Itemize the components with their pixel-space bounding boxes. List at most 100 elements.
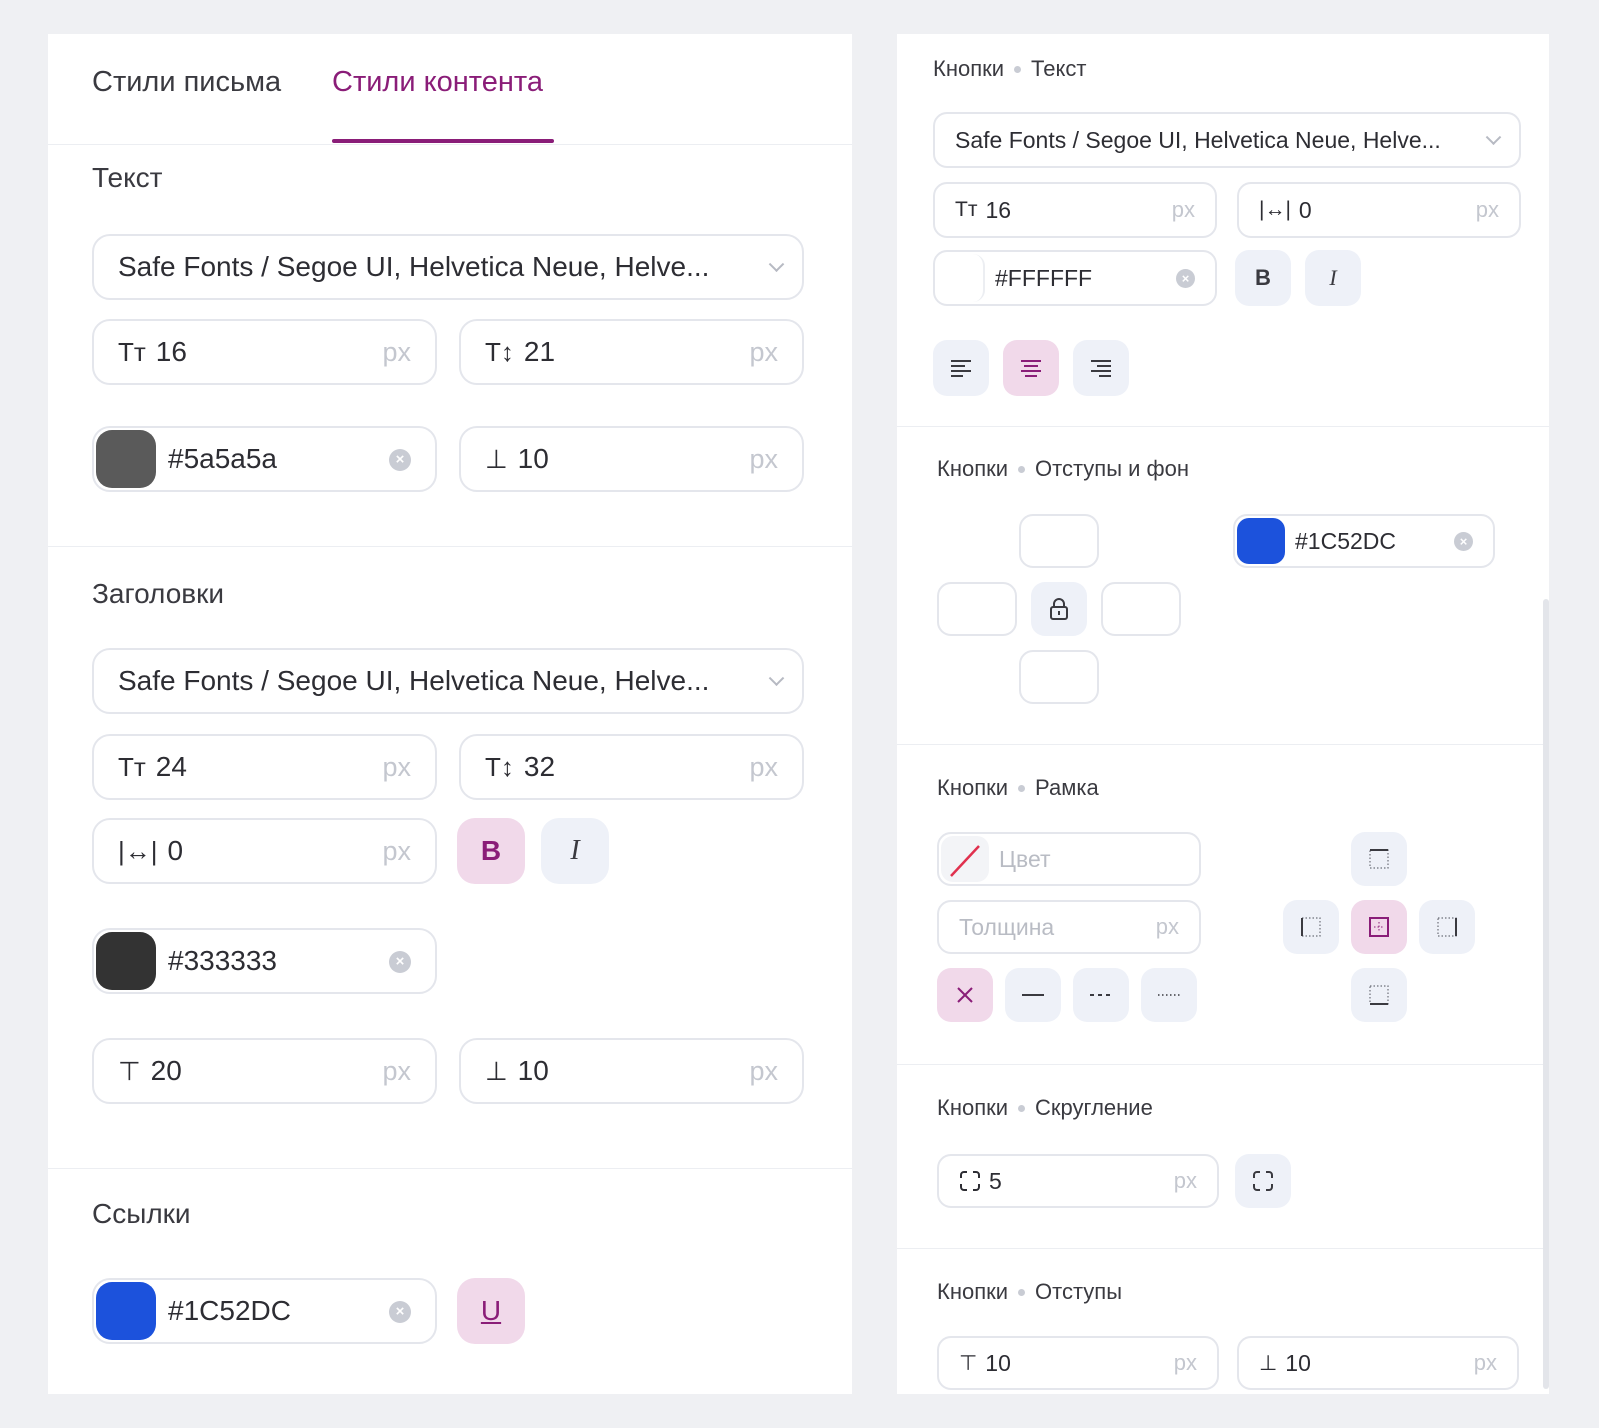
headings-margin-top-field[interactable]: ⊤ 20 px <box>92 1038 437 1104</box>
clear-icon[interactable]: × <box>1454 532 1473 551</box>
buttons-bg-color-field[interactable]: #1C52DC × <box>1233 514 1495 568</box>
buttons-bold-button[interactable]: B <box>1235 250 1291 306</box>
headings-bold-button[interactable]: B <box>457 818 525 884</box>
breadcrumb-parent: Кнопки <box>937 456 1009 481</box>
breadcrumb-separator <box>1018 784 1026 792</box>
buttons-bg-color-swatch[interactable] <box>1237 518 1285 564</box>
solid-line-icon <box>1022 994 1044 996</box>
align-right-button[interactable] <box>1073 340 1129 396</box>
headings-color-swatch[interactable] <box>96 932 156 990</box>
breadcrumb: Кнопки Отступы и фон <box>937 458 1189 480</box>
buttons-styles-panel: Кнопки Текст Safe Fonts / Segoe UI, Helv… <box>897 34 1549 1394</box>
clear-icon[interactable]: × <box>1176 269 1195 288</box>
clear-icon[interactable]: × <box>389 1301 411 1323</box>
breadcrumb-parent: Кнопки <box>937 1279 1009 1304</box>
scrollbar[interactable] <box>1543 599 1549 1389</box>
buttons-text-color-field[interactable]: #FFFFFF × <box>933 250 1217 306</box>
margin-top-icon: ⊤ <box>118 1055 141 1086</box>
headings-margin-bottom-field[interactable]: ⊥ 10 px <box>459 1038 804 1104</box>
breadcrumb-child: Текст <box>1031 56 1087 81</box>
padding-top-input[interactable] <box>1019 514 1099 568</box>
headings-line-height-field[interactable]: T↕ 32 px <box>459 734 804 800</box>
headings-letter-spacing-field[interactable]: |↔| 0 px <box>92 818 437 884</box>
breadcrumb-parent: Кнопки <box>937 1095 1009 1120</box>
border-side-top-button[interactable] <box>1351 832 1407 886</box>
align-center-button[interactable] <box>1003 340 1059 396</box>
links-underline-button[interactable]: U <box>457 1278 525 1344</box>
border-color-field[interactable]: Цвет <box>937 832 1201 886</box>
chevron-down-icon <box>768 256 785 273</box>
breadcrumb-parent: Кнопки <box>937 775 1009 800</box>
border-side-left-button[interactable] <box>1283 900 1339 954</box>
tab-letter-styles[interactable]: Стили письма <box>92 66 282 98</box>
border-color-placeholder: Цвет <box>999 845 1051 872</box>
unit-label: px <box>382 835 411 866</box>
border-all-icon <box>1369 917 1389 937</box>
buttons-margin-top-value: 10 <box>985 1349 1011 1376</box>
padding-right-input[interactable] <box>1101 582 1181 636</box>
breadcrumb: Кнопки Текст <box>933 58 1086 80</box>
padding-left-input[interactable] <box>937 582 1017 636</box>
buttons-font-value: Safe Fonts / Segoe UI, Helvetica Neue, H… <box>955 126 1441 153</box>
border-side-right-button[interactable] <box>1419 900 1475 954</box>
buttons-text-color-swatch[interactable] <box>937 254 985 302</box>
section-divider <box>897 1064 1549 1065</box>
unit-label: px <box>749 443 778 474</box>
border-top-icon <box>1369 849 1389 869</box>
breadcrumb: Кнопки Рамка <box>937 777 1099 799</box>
links-color-field[interactable]: #1C52DC × <box>92 1278 437 1344</box>
border-side-all-button[interactable] <box>1351 900 1407 954</box>
headings-font-value: Safe Fonts / Segoe UI, Helvetica Neue, H… <box>118 665 710 696</box>
border-style-none-button[interactable] <box>937 968 993 1022</box>
buttons-letter-spacing-field[interactable]: |↔| 0 px <box>1237 182 1521 238</box>
headings-font-select[interactable]: Safe Fonts / Segoe UI, Helvetica Neue, H… <box>92 648 804 714</box>
radius-individual-corners-button[interactable] <box>1235 1154 1291 1208</box>
align-left-button[interactable] <box>933 340 989 396</box>
text-line-height-value: 21 <box>523 336 556 367</box>
links-section-title: Ссылки <box>92 1198 191 1229</box>
section-divider <box>48 546 852 547</box>
border-side-bottom-button[interactable] <box>1351 968 1407 1022</box>
text-color-field[interactable]: #5a5a5a × <box>92 426 437 492</box>
border-style-dotted-button[interactable] <box>1141 968 1197 1022</box>
buttons-margin-top-field[interactable]: ⊤ 10 px <box>937 1336 1219 1390</box>
border-radius-field[interactable]: 5 px <box>937 1154 1219 1208</box>
margin-bottom-icon: ⊥ <box>1259 1351 1278 1375</box>
padding-lock-button[interactable] <box>1031 582 1087 636</box>
dashed-line-icon <box>1090 994 1112 996</box>
buttons-font-select[interactable]: Safe Fonts / Segoe UI, Helvetica Neue, H… <box>933 112 1521 168</box>
text-font-select[interactable]: Safe Fonts / Segoe UI, Helvetica Neue, H… <box>92 234 804 300</box>
headings-font-size-field[interactable]: Tт 24 px <box>92 734 437 800</box>
headings-section-title: Заголовки <box>92 578 225 609</box>
lock-icon <box>1050 598 1068 620</box>
section-divider <box>897 1248 1549 1249</box>
chevron-down-icon <box>1485 129 1502 146</box>
breadcrumb: Кнопки Отступы <box>937 1281 1122 1303</box>
border-width-field[interactable]: Толщина px <box>937 900 1201 954</box>
chevron-down-icon <box>768 670 785 687</box>
headings-italic-button[interactable]: I <box>541 818 609 884</box>
text-margin-bottom-field[interactable]: ⊥ 10 px <box>459 426 804 492</box>
text-font-size-field[interactable]: Tт 16 px <box>92 319 437 385</box>
text-line-height-field[interactable]: T↕ 21 px <box>459 319 804 385</box>
buttons-font-size-field[interactable]: Tт 16 px <box>933 182 1217 238</box>
breadcrumb-child: Скругление <box>1035 1095 1153 1120</box>
tabs-divider <box>48 144 852 145</box>
headings-color-field[interactable]: #333333 × <box>92 928 437 994</box>
padding-bottom-input[interactable] <box>1019 650 1099 704</box>
border-style-dashed-button[interactable] <box>1073 968 1129 1022</box>
links-color-swatch[interactable] <box>96 1282 156 1340</box>
headings-line-height-value: 32 <box>523 751 556 782</box>
border-color-swatch[interactable] <box>941 836 989 882</box>
buttons-margin-bottom-field[interactable]: ⊥ 10 px <box>1237 1336 1519 1390</box>
border-style-solid-button[interactable] <box>1005 968 1061 1022</box>
tab-content-styles[interactable]: Стили контента <box>332 66 543 98</box>
clear-icon[interactable]: × <box>389 951 411 973</box>
clear-icon[interactable]: × <box>389 449 411 471</box>
buttons-italic-button[interactable]: I <box>1305 250 1361 306</box>
text-color-swatch[interactable] <box>96 430 156 488</box>
unit-label: px <box>382 336 411 367</box>
links-color-value: #1C52DC <box>168 1295 291 1326</box>
radius-icon <box>959 1170 981 1192</box>
align-center-icon <box>1021 360 1041 377</box>
